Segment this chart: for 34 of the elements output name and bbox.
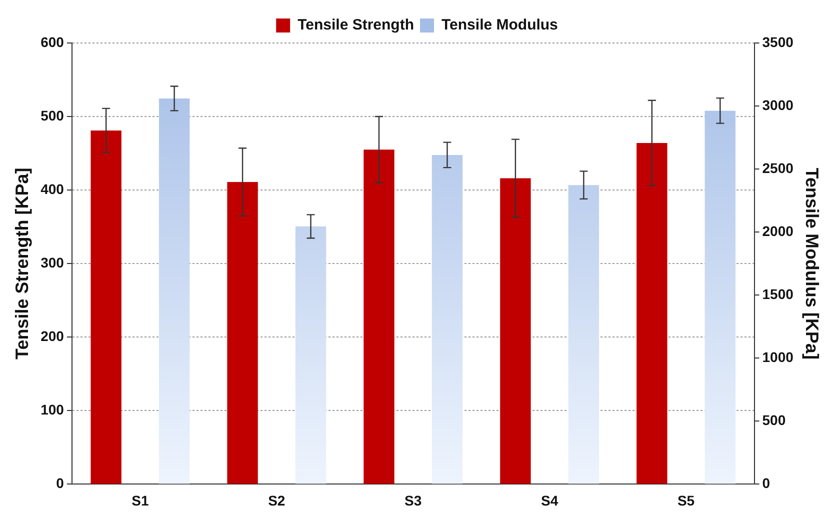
bar [90,130,122,484]
x-tick-label: S5 [677,492,695,508]
bar [158,98,190,484]
y2-tick-label: 1500 [762,286,794,302]
bar [500,178,531,484]
bar [704,110,736,484]
x-tick-label: S3 [404,492,422,508]
y-tick-label: 600 [40,34,64,50]
bar [295,226,326,484]
y2-tick-label: 500 [762,412,786,428]
y2-tick-label: 2000 [762,222,794,239]
bar [636,143,668,484]
y-tick-label: 400 [40,180,64,197]
y2-tick-label: 3500 [762,34,794,50]
legend-label: Tensile Strength [298,16,414,34]
x-tick-label: S1 [132,492,149,508]
y-tick-label: 0 [56,475,64,492]
y-tick-label: 100 [40,402,64,418]
legend-label: Tensile Modulus [442,16,558,34]
x-tick-label: S4 [541,492,558,508]
bar [568,185,600,484]
y-tick-label: 300 [40,254,64,270]
y2-tick-label: 0 [762,475,770,492]
bar [364,150,394,484]
x-tick-label: S2 [268,492,286,508]
y2-axis-title: Tensile Modulus [KPa] [802,168,822,360]
y2-tick-label: 2500 [762,160,794,176]
y-tick-label: 500 [40,107,64,124]
y-axis-title: Tensile Strength [KPa] [12,168,32,360]
y-tick-label: 200 [40,328,64,344]
y2-tick-label: 1000 [762,349,794,365]
bar [227,182,258,484]
y2-tick-label: 3000 [762,96,794,113]
bar [432,154,463,484]
